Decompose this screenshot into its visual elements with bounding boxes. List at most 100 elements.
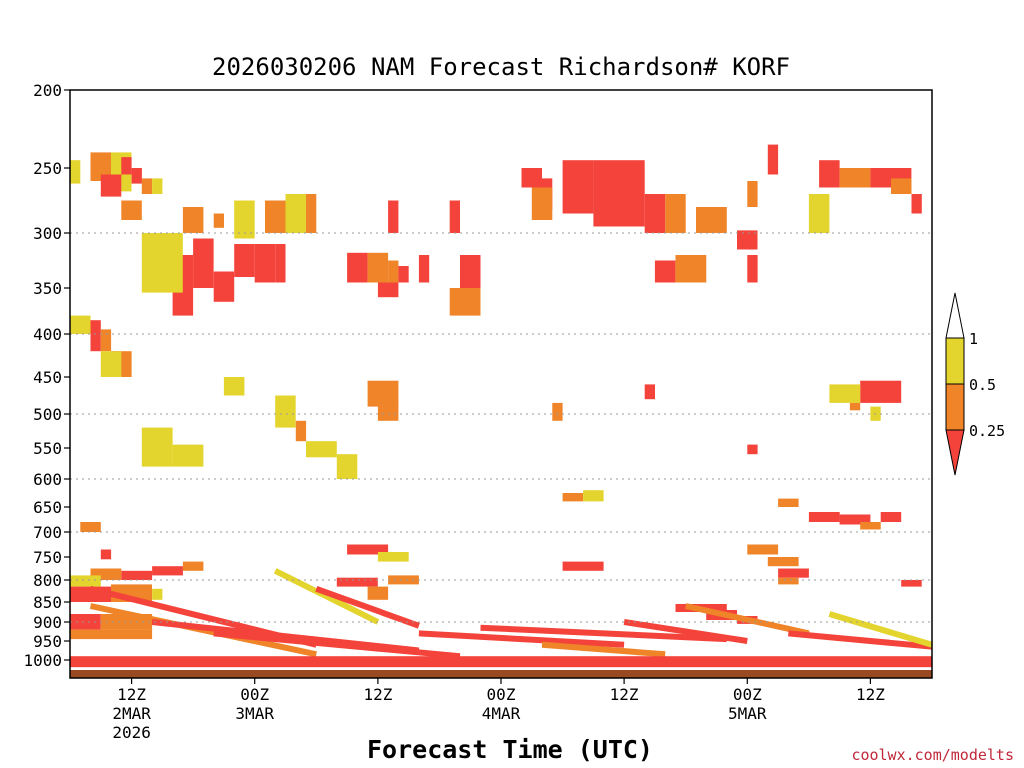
ri-cell: [562, 160, 594, 214]
ri-cell: [901, 580, 922, 587]
ri-cell: [336, 577, 378, 587]
ri-cell: [121, 570, 153, 580]
y-tick-label-500: 500: [33, 405, 62, 424]
ri-cell: [265, 200, 286, 233]
ri-cell: [100, 351, 122, 377]
x-tick-year: 2026: [112, 723, 151, 742]
ri-cell: [121, 200, 142, 220]
ri-cell: [152, 178, 163, 194]
x-tick-date: 3MAR: [235, 704, 274, 723]
ri-cell: [860, 522, 881, 530]
y-tick-label-350: 350: [33, 279, 62, 298]
y-tick-label-700: 700: [33, 523, 62, 542]
ri-cell: [593, 160, 645, 227]
ri-cell: [562, 493, 584, 502]
legend-label-0.5: 0.5: [969, 376, 996, 394]
ri-cell: [295, 420, 307, 442]
ri-cell: [90, 320, 101, 352]
x-tick-date: 2MAR: [112, 704, 151, 723]
stable-layer-streak: [685, 603, 810, 637]
ri-cell: [141, 233, 183, 293]
y-axis: 200 250 300 350 400 450 500 550 600 650 700 750 800 8…: [23, 81, 70, 670]
y-tick-label-850: 850: [33, 593, 62, 612]
ri-cell: [275, 395, 296, 428]
ri-cell: [367, 586, 389, 600]
ri-cell: [152, 588, 163, 600]
terrain-band: [70, 670, 932, 678]
ri-cell: [182, 561, 204, 571]
ri-cell: [778, 568, 809, 578]
credit-link[interactable]: coolwx.com/modelts: [851, 746, 1014, 764]
ri-cell: [388, 575, 419, 585]
ri-cell: [880, 512, 902, 522]
ri-cell: [839, 168, 871, 188]
ri-cell: [70, 315, 91, 334]
ri-cell: [665, 194, 686, 233]
ri-cell: [644, 384, 655, 400]
ri-cell: [839, 514, 871, 525]
ri-cell: [747, 544, 779, 555]
ri-cell: [747, 181, 758, 207]
ri-cell: [562, 561, 604, 571]
ri-cell: [552, 402, 563, 421]
ri-cell: [449, 200, 460, 233]
legend: 1 0.5 0.25: [945, 292, 1005, 476]
y-tick-label-750: 750: [33, 548, 62, 567]
ri-cell: [644, 194, 666, 233]
ri-cell: [131, 168, 142, 184]
x-tick-label: 00Z: [240, 685, 269, 704]
ri-cell: [121, 351, 132, 377]
ri-cell: [377, 282, 399, 298]
legend-label-1: 1: [969, 330, 978, 348]
ri-cell: [747, 444, 758, 455]
ri-cell: [70, 160, 81, 184]
legend-label-0.25: 0.25: [969, 422, 1005, 440]
x-tick-label: 00Z: [733, 685, 762, 704]
ri-cell: [767, 557, 799, 567]
ri-cell: [398, 266, 409, 283]
y-tick-label-550: 550: [33, 439, 62, 458]
stable-layer-streak: [213, 630, 461, 660]
plot-frame: [69, 89, 933, 679]
ri-cell: [449, 288, 481, 316]
ri-cell: [193, 238, 214, 288]
surface-stable-layer: [70, 656, 932, 668]
stable-layer-streak: [541, 641, 666, 658]
legend-swatch-0.25-0.5: [945, 383, 965, 431]
ri-cell: [675, 255, 707, 283]
stable-layer-streak: [315, 585, 420, 629]
ri-cell: [367, 252, 389, 283]
ri-cell: [778, 577, 799, 585]
ri-cell: [172, 444, 204, 467]
data-cells: [70, 144, 922, 640]
ri-cell: [388, 260, 399, 283]
x-tick-label: 00Z: [487, 685, 516, 704]
y-tick-label-300: 300: [33, 224, 62, 243]
ri-cell: [767, 144, 779, 175]
chart-title: 2026030206 NAM Forecast Richardson# KORF: [212, 53, 790, 81]
ri-cell: [696, 207, 727, 233]
ri-cell: [829, 384, 861, 403]
ri-cell: [285, 194, 306, 233]
y-tick-label-600: 600: [33, 470, 62, 489]
y-tick-label-950: 950: [33, 632, 62, 651]
ri-cell: [860, 380, 902, 403]
ri-cell: [654, 260, 676, 283]
stable-layer-streak: [623, 619, 748, 644]
ri-cell: [306, 194, 317, 233]
x-tick-label: 12Z: [856, 685, 885, 704]
ri-cell: [141, 427, 173, 467]
ri-cell: [234, 200, 255, 239]
x-tick-date: 5MAR: [728, 704, 767, 723]
legend-swatch-0.5-1: [945, 337, 965, 385]
stable-layer-streak: [828, 611, 933, 648]
ri-cell: [911, 194, 922, 214]
ri-cell: [388, 200, 399, 233]
ri-cell: [213, 271, 235, 302]
ri-cell: [418, 255, 430, 283]
ri-cell: [70, 614, 101, 630]
ri-cell: [121, 157, 132, 175]
ri-cell: [80, 522, 101, 532]
